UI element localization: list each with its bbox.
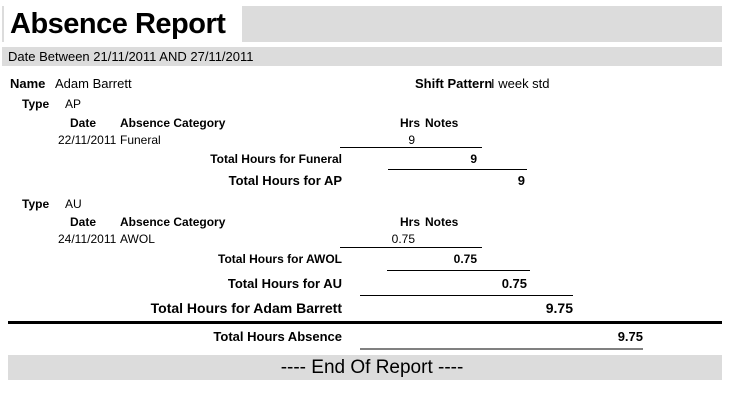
type-value: AU bbox=[65, 197, 82, 211]
type-total-label: Total Hours for AU bbox=[227, 276, 342, 291]
category-total-label: Total Hours for Funeral bbox=[210, 152, 342, 166]
grand-total-underline bbox=[360, 348, 643, 350]
grand-total-top-rule bbox=[8, 321, 722, 324]
column-header-category: Absence Category bbox=[120, 215, 226, 229]
column-header-date: Date bbox=[70, 215, 97, 229]
absence-row-hrs: 0.75 bbox=[391, 232, 415, 246]
employee-name: Adam Barrett bbox=[55, 76, 132, 91]
date-range-band bbox=[2, 47, 722, 66]
absence-row-category: Funeral bbox=[120, 133, 161, 147]
employee-total-value: 9.75 bbox=[545, 300, 573, 316]
employee-total-label: Total Hours for Adam Barrett bbox=[150, 300, 342, 316]
sum-line-category-2 bbox=[340, 247, 482, 248]
sum-line-type-2 bbox=[387, 270, 530, 271]
shift-pattern-label: Shift Pattern bbox=[415, 76, 493, 91]
category-total-value: 0.75 bbox=[453, 252, 477, 266]
shift-pattern-value: I week std bbox=[491, 76, 550, 91]
end-of-report-text: ---- End Of Report ---- bbox=[280, 357, 464, 378]
column-header-hrs: Hrs bbox=[399, 116, 420, 130]
category-total-label: Total Hours for AWOL bbox=[218, 252, 342, 266]
column-header-category: Absence Category bbox=[120, 116, 226, 130]
sum-line-type-1 bbox=[388, 169, 527, 170]
absence-row-date: 24/11/2011 bbox=[58, 232, 117, 246]
absence-row-category: AWOL bbox=[120, 232, 155, 246]
type-label: Type bbox=[22, 97, 50, 111]
absence-row-hrs: 9 bbox=[408, 133, 415, 147]
type-label: Type bbox=[22, 197, 50, 211]
column-header-date: Date bbox=[70, 116, 97, 130]
type-total-label: Total Hours for AP bbox=[228, 173, 342, 188]
sum-line-category-1 bbox=[340, 147, 482, 148]
type-value: AP bbox=[65, 97, 82, 111]
type-total-value: 0.75 bbox=[501, 276, 527, 291]
grand-total-value: 9.75 bbox=[617, 329, 643, 344]
category-total-value: 9 bbox=[470, 152, 477, 166]
end-of-report-band: ---- End Of Report ---- bbox=[8, 355, 722, 380]
column-header-notes: Notes bbox=[425, 116, 459, 130]
grand-total-label: Total Hours Absence bbox=[213, 329, 342, 344]
sum-line-employee bbox=[360, 295, 573, 296]
page-title: Absence Report bbox=[10, 8, 226, 40]
column-header-notes: Notes bbox=[425, 215, 459, 229]
column-header-hrs: Hrs bbox=[399, 215, 420, 229]
type-total-value: 9 bbox=[517, 173, 525, 188]
title-label-box: Absence Report bbox=[4, 2, 242, 44]
date-range-text: Date Between 21/11/2011 AND 27/11/2011 bbox=[8, 49, 254, 64]
name-label: Name bbox=[10, 76, 46, 91]
absence-row-date: 22/11/2011 bbox=[58, 133, 117, 147]
